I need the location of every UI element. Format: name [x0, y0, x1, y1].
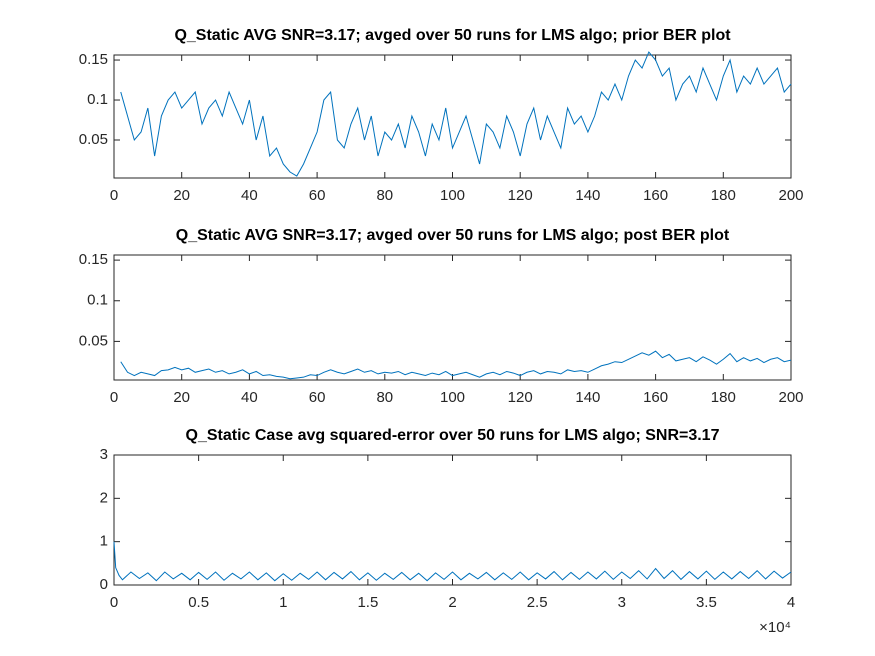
y-tick-label: 0.15 — [79, 251, 108, 268]
x-tick-label: 100 — [440, 389, 465, 406]
axes-box — [113, 54, 792, 179]
chart-title: Q_Static AVG SNR=3.17; avged over 50 run… — [174, 27, 731, 44]
y-tick-label: 3 — [100, 446, 108, 463]
x-tick-label: 1 — [279, 594, 287, 611]
x-tick-label: 180 — [711, 187, 736, 204]
x-tick-label: 180 — [711, 389, 736, 406]
data-line — [113, 541, 792, 582]
x-tick-label: 0 — [110, 389, 118, 406]
y-tick-label: 0 — [100, 576, 108, 593]
x-tick-label: 200 — [778, 187, 803, 204]
y-tick-label: 1 — [100, 533, 108, 550]
x-tick-label: 40 — [241, 389, 258, 406]
y-tick-label: 0.1 — [87, 292, 108, 309]
x-tick-label: 0 — [110, 594, 118, 611]
x-tick-label: 20 — [173, 389, 190, 406]
x-tick-label: 0 — [110, 187, 118, 204]
x-tick-label: 120 — [508, 389, 533, 406]
x-tick-label: 80 — [376, 187, 393, 204]
x-tick-label: 2.5 — [527, 594, 548, 611]
x-tick-label: 100 — [440, 187, 465, 204]
x-tick-label: 40 — [241, 187, 258, 204]
y-tick-label: 0.05 — [79, 131, 108, 148]
axes-box — [113, 254, 792, 381]
x-tick-label: 60 — [309, 187, 326, 204]
x-tick-label: 3 — [618, 594, 626, 611]
chart-title: Q_Static Case avg squared-error over 50 … — [186, 427, 720, 444]
x-tick-label: 2 — [448, 594, 456, 611]
x-tick-label: 1.5 — [357, 594, 378, 611]
x-tick-label: 60 — [309, 389, 326, 406]
x-tick-label: 4 — [787, 594, 795, 611]
x-exponent: ×10⁴ — [759, 619, 791, 636]
x-tick-label: 160 — [643, 389, 668, 406]
y-tick-label: 0.15 — [79, 51, 108, 68]
x-tick-label: 20 — [173, 187, 190, 204]
data-line — [120, 51, 792, 177]
y-tick-label: 0.05 — [79, 332, 108, 349]
y-tick-label: 0.1 — [87, 91, 108, 108]
x-tick-label: 160 — [643, 187, 668, 204]
data-line — [120, 350, 792, 380]
y-tick-label: 2 — [100, 489, 108, 506]
chart-title: Q_Static AVG SNR=3.17; avged over 50 run… — [176, 227, 730, 244]
x-tick-label: 80 — [376, 389, 393, 406]
x-tick-label: 140 — [575, 187, 600, 204]
x-tick-label: 140 — [575, 389, 600, 406]
x-tick-label: 120 — [508, 187, 533, 204]
axes-box — [113, 454, 792, 586]
x-tick-label: 0.5 — [188, 594, 209, 611]
x-tick-label: 200 — [778, 389, 803, 406]
x-tick-label: 3.5 — [696, 594, 717, 611]
